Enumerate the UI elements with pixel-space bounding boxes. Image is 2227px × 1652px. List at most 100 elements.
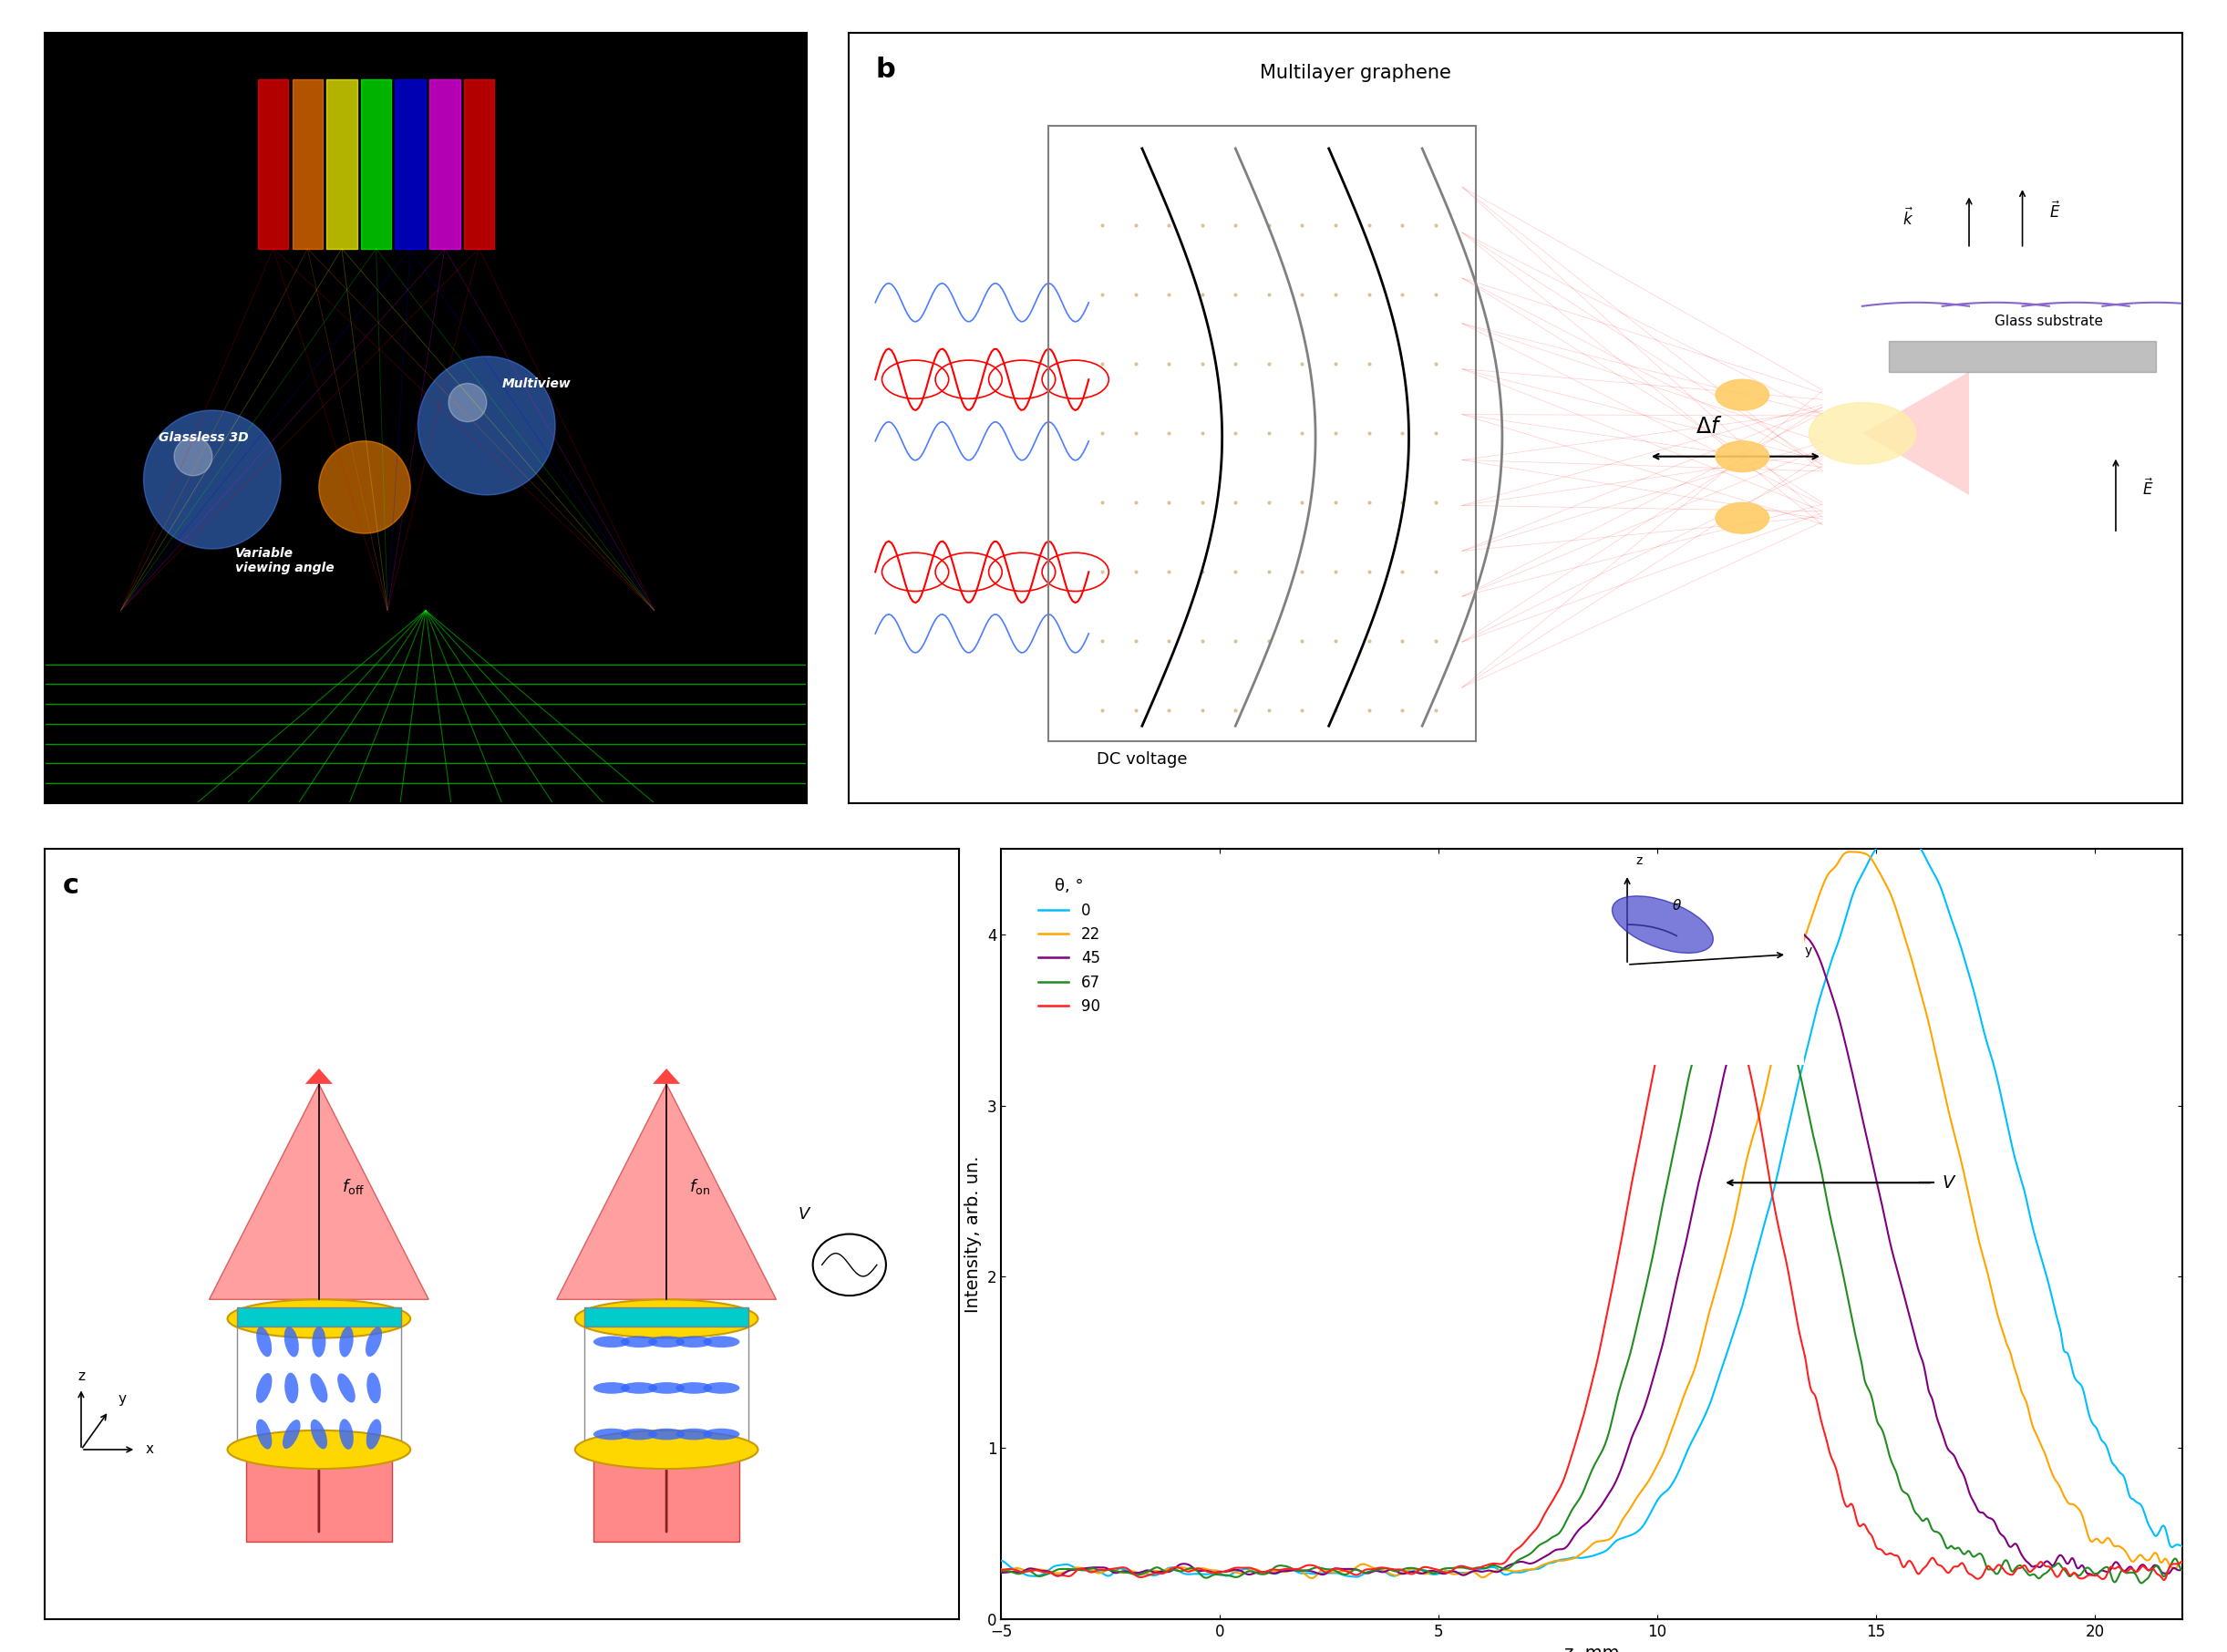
Ellipse shape <box>704 1383 739 1394</box>
Text: Glass substrate: Glass substrate <box>1995 314 2102 329</box>
Polygon shape <box>209 1084 428 1300</box>
Ellipse shape <box>365 1373 383 1403</box>
Ellipse shape <box>256 1327 272 1356</box>
45 <box>1532 1546 1559 1566</box>
Ellipse shape <box>704 1429 739 1441</box>
90 <box>2169 1551 2196 1571</box>
Ellipse shape <box>648 1383 684 1394</box>
Polygon shape <box>305 1069 332 1084</box>
22 <box>2136 1550 2162 1569</box>
Legend: 0, 22, 45, 67, 90: 0, 22, 45, 67, 90 <box>1033 872 1107 1021</box>
22 <box>1837 843 1864 862</box>
Ellipse shape <box>339 1419 354 1449</box>
0 <box>1563 1548 1590 1568</box>
Ellipse shape <box>365 1419 383 1449</box>
Ellipse shape <box>256 1373 272 1403</box>
Text: z: z <box>78 1370 85 1383</box>
90 <box>1049 1566 1076 1586</box>
Ellipse shape <box>575 1300 757 1338</box>
Text: $f_{\mathrm{off}}$: $f_{\mathrm{off}}$ <box>341 1178 365 1196</box>
Text: $\vec{k}$: $\vec{k}$ <box>1902 208 1913 230</box>
Ellipse shape <box>285 1373 298 1404</box>
22 <box>1298 1568 1325 1588</box>
Text: Glassless 3D: Glassless 3D <box>158 431 249 444</box>
Circle shape <box>318 441 410 534</box>
Circle shape <box>1715 502 1768 534</box>
Text: DC voltage: DC voltage <box>1096 752 1187 768</box>
Ellipse shape <box>285 1419 298 1449</box>
Polygon shape <box>1862 372 1969 496</box>
22 <box>2169 1553 2196 1573</box>
90 <box>2151 1569 2178 1589</box>
Ellipse shape <box>592 1383 630 1394</box>
Bar <box>583 1318 748 1457</box>
Line: 90: 90 <box>1002 937 2182 1579</box>
45 <box>989 1563 1016 1583</box>
0 <box>1920 861 1946 881</box>
Text: $\vec{E}$: $\vec{E}$ <box>2142 477 2154 499</box>
45 <box>2136 1561 2162 1581</box>
22 <box>1049 1563 1076 1583</box>
0 <box>1343 1568 1370 1588</box>
45 <box>1920 1389 1946 1409</box>
Line: 45: 45 <box>1002 923 2182 1576</box>
Ellipse shape <box>675 1383 713 1394</box>
Circle shape <box>1808 403 1915 464</box>
Circle shape <box>143 410 281 548</box>
Ellipse shape <box>575 1431 757 1469</box>
Ellipse shape <box>310 1327 327 1356</box>
Ellipse shape <box>339 1327 354 1356</box>
90 <box>1561 1432 1588 1452</box>
0 <box>2169 1536 2196 1556</box>
90 <box>1686 927 1713 947</box>
Y-axis label: Intensity, arb. un.: Intensity, arb. un. <box>964 1155 982 1313</box>
Ellipse shape <box>256 1419 272 1449</box>
Bar <box>463 79 494 248</box>
Bar <box>245 1449 392 1541</box>
67 <box>2169 1561 2196 1581</box>
22 <box>1532 1555 1559 1574</box>
Text: $\vec{E}$: $\vec{E}$ <box>2049 202 2060 221</box>
Text: Variable
viewing angle: Variable viewing angle <box>236 547 334 575</box>
Text: Multiview: Multiview <box>501 377 570 390</box>
Text: Multilayer graphene: Multilayer graphene <box>1260 64 1452 83</box>
Text: a: a <box>60 56 78 83</box>
Polygon shape <box>653 1069 679 1084</box>
22 <box>989 1559 1016 1579</box>
90 <box>2136 1559 2162 1579</box>
Ellipse shape <box>621 1429 657 1441</box>
Ellipse shape <box>592 1336 630 1348</box>
Bar <box>583 1307 748 1327</box>
Bar <box>394 79 425 248</box>
Ellipse shape <box>621 1383 657 1394</box>
Bar <box>327 79 356 248</box>
Line: 67: 67 <box>1002 933 2182 1583</box>
Text: V: V <box>797 1206 808 1222</box>
90 <box>1917 1548 1944 1568</box>
Ellipse shape <box>339 1373 354 1403</box>
Text: b: b <box>875 56 895 83</box>
90 <box>1530 1505 1557 1525</box>
Ellipse shape <box>227 1431 410 1469</box>
Bar <box>430 79 461 248</box>
0 <box>989 1551 1016 1571</box>
Circle shape <box>1715 380 1768 410</box>
67 <box>1049 1559 1076 1579</box>
Ellipse shape <box>675 1336 713 1348</box>
Ellipse shape <box>648 1336 684 1348</box>
Ellipse shape <box>285 1327 298 1358</box>
67 <box>2136 1566 2162 1586</box>
67 <box>989 1561 1016 1581</box>
67 <box>1917 1518 1944 1538</box>
Ellipse shape <box>592 1429 630 1441</box>
67 <box>1730 923 1757 943</box>
Bar <box>592 1449 739 1541</box>
90 <box>989 1559 1016 1579</box>
Circle shape <box>419 357 555 496</box>
Ellipse shape <box>675 1429 713 1441</box>
Circle shape <box>1715 441 1768 472</box>
0 <box>2136 1515 2162 1535</box>
Bar <box>236 1318 401 1457</box>
Ellipse shape <box>648 1429 684 1441</box>
Bar <box>292 79 323 248</box>
